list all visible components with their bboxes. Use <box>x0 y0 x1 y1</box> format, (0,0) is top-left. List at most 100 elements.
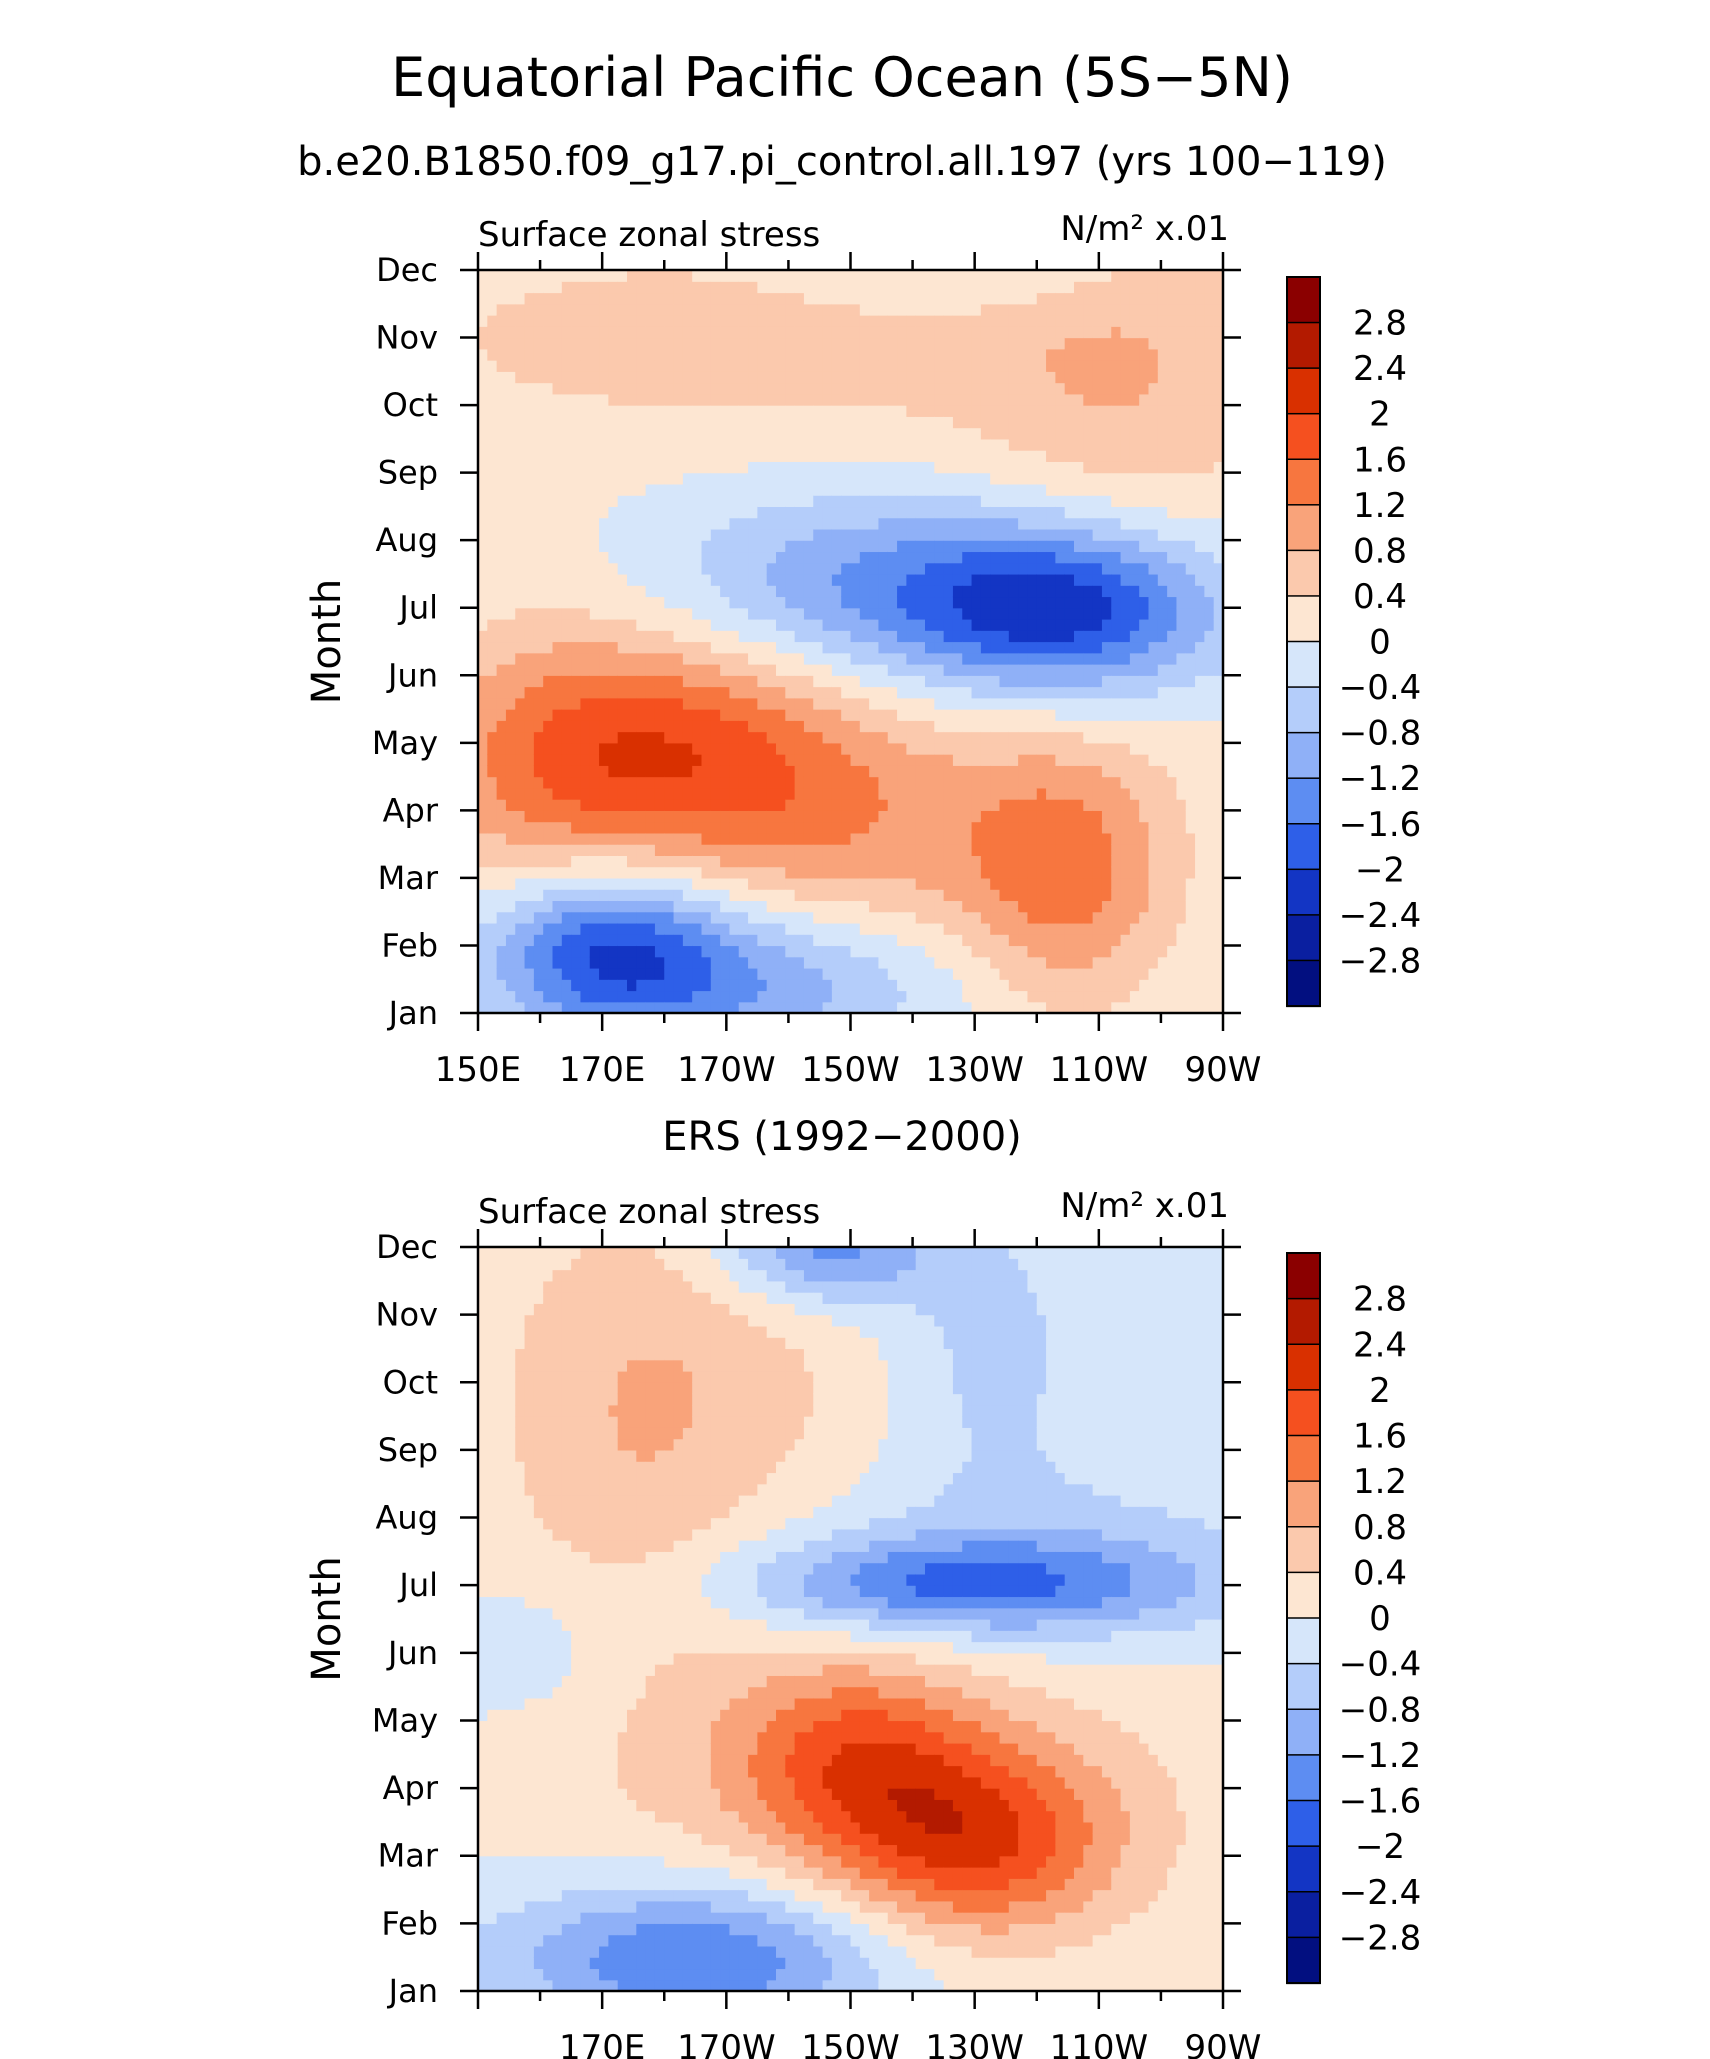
heatmap-cell <box>487 371 498 384</box>
heatmap-cell <box>859 360 870 372</box>
heatmap-cell <box>980 664 991 676</box>
heatmap-cell <box>1101 292 1112 305</box>
heatmap-cell <box>906 855 917 868</box>
heatmap-cell <box>1083 315 1094 327</box>
heatmap-cell <box>915 292 926 305</box>
heatmap-cell <box>1148 709 1159 721</box>
heatmap-cell <box>1120 911 1131 924</box>
heatmap-cell <box>617 1001 628 1014</box>
heatmap-cell <box>1101 618 1112 631</box>
heatmap-cell <box>1036 967 1047 980</box>
heatmap-cell <box>589 270 600 282</box>
heatmap-cell <box>599 416 609 429</box>
heatmap-cell <box>785 517 796 530</box>
heatmap-cell <box>1120 709 1131 721</box>
heatmap-cell <box>561 281 572 294</box>
heatmap-cell <box>952 281 963 294</box>
heatmap-cell <box>850 618 861 631</box>
heatmap-cell <box>636 540 647 553</box>
heatmap-cell <box>599 652 609 665</box>
heatmap-cell <box>831 360 842 372</box>
heatmap-cell <box>897 562 907 575</box>
heatmap-cell <box>505 889 516 902</box>
heatmap-cell <box>1046 371 1056 384</box>
heatmap-cell <box>729 866 740 879</box>
heatmap-cell <box>962 697 973 710</box>
heatmap-cell <box>925 303 935 316</box>
heatmap-cell <box>1111 517 1122 530</box>
heatmap-cell <box>673 416 684 429</box>
heatmap-cell <box>1139 787 1150 800</box>
heatmap-cell <box>729 585 740 598</box>
heatmap-cell <box>813 427 824 440</box>
heatmap-cell <box>850 472 861 485</box>
heatmap-cell <box>1055 483 1066 496</box>
heatmap-cell <box>617 528 628 541</box>
heatmap-cell <box>496 1001 507 1014</box>
heatmap-cell <box>1083 270 1094 282</box>
heatmap-cell <box>478 292 488 305</box>
heatmap-cell <box>561 664 572 676</box>
heatmap-cell <box>897 483 907 496</box>
heatmap-cell <box>478 315 488 327</box>
heatmap-cell <box>720 427 731 440</box>
heatmap-cell <box>729 652 740 665</box>
heatmap-cell <box>496 799 507 811</box>
heatmap-cell <box>1167 742 1178 755</box>
heatmap-cell <box>505 483 516 496</box>
heatmap-cell <box>627 641 637 654</box>
heatmap-cell <box>1046 416 1056 429</box>
heatmap-cell <box>505 709 516 721</box>
heatmap-cell <box>1120 427 1131 440</box>
heatmap-cell <box>1064 393 1075 406</box>
heatmap-cell <box>664 585 675 598</box>
heatmap-cell <box>971 472 982 485</box>
heatmap-cell <box>1064 528 1075 541</box>
heatmap-cell <box>729 934 740 947</box>
heatmap-cell <box>943 776 954 789</box>
heatmap-cell <box>1083 686 1094 699</box>
heatmap-cell <box>627 337 637 350</box>
heatmap-cell <box>1027 799 1038 811</box>
heatmap-cell <box>1008 326 1019 339</box>
heatmap-cell <box>701 832 712 845</box>
heatmap-cell <box>1167 393 1178 406</box>
heatmap-cell <box>822 956 833 969</box>
heatmap-cell <box>869 382 880 395</box>
heatmap-cell <box>1018 506 1029 519</box>
heatmap-cell <box>869 450 880 462</box>
heatmap-cell <box>1176 562 1187 575</box>
heatmap-cell <box>776 528 786 541</box>
heatmap-cell <box>841 934 852 947</box>
heatmap-cell <box>552 618 563 631</box>
heatmap-cell <box>645 911 656 924</box>
heatmap-cell <box>803 911 814 924</box>
heatmap-cell <box>971 326 982 339</box>
heatmap-cell <box>729 427 740 440</box>
heatmap-cell <box>962 393 973 406</box>
heatmap-cell <box>720 551 731 564</box>
heatmap-cell <box>589 765 600 778</box>
heatmap-cell <box>1176 911 1187 924</box>
heatmap-cell <box>1101 270 1112 282</box>
heatmap-cell <box>906 427 917 440</box>
heatmap-cell <box>664 382 675 395</box>
heatmap-cell <box>897 821 907 834</box>
heatmap-cell <box>636 393 647 406</box>
heatmap-cell <box>505 799 516 811</box>
heatmap-cell <box>720 832 731 845</box>
heatmap-cell <box>822 540 833 553</box>
heatmap-cell <box>962 979 973 992</box>
heatmap-cell <box>925 528 935 541</box>
heatmap-cell <box>738 596 749 609</box>
heatmap-cell <box>1036 855 1047 868</box>
heatmap-cell <box>654 776 665 789</box>
heatmap-cell <box>710 393 721 406</box>
heatmap-cell <box>1120 675 1131 688</box>
heatmap-cell <box>748 360 758 372</box>
heatmap-cell <box>990 720 1001 733</box>
heatmap-cell <box>645 427 656 440</box>
heatmap-cell <box>915 979 926 992</box>
heatmap-cell <box>934 990 945 1003</box>
heatmap-cell <box>952 472 963 485</box>
